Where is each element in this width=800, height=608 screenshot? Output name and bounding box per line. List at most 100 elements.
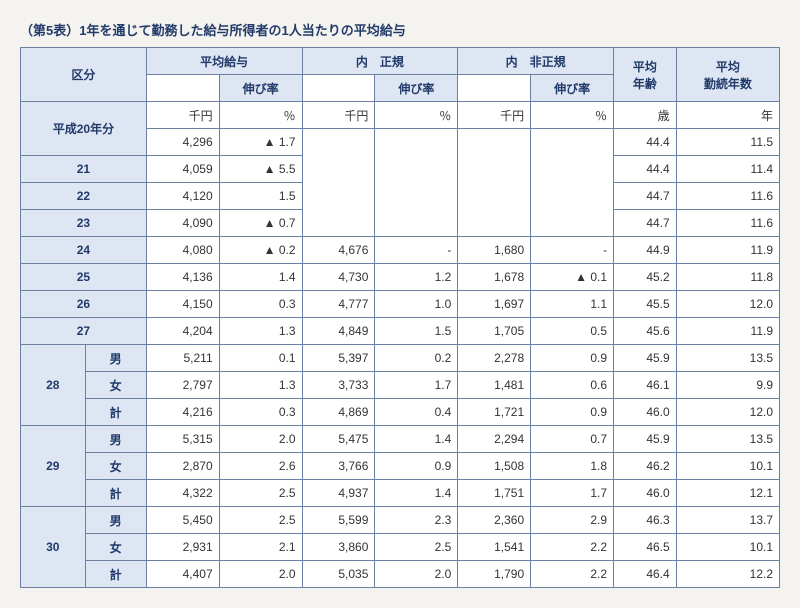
- cell-avg: 2,931: [146, 534, 219, 561]
- row-label-h20: 平成20年分: [21, 102, 147, 156]
- cell-age: 45.9: [614, 426, 677, 453]
- cell-age: 44.9: [614, 237, 677, 264]
- cell-years: 11.4: [676, 156, 779, 183]
- cell-age: 44.7: [614, 210, 677, 237]
- unit-sai: 歳: [614, 102, 677, 129]
- table-row: 計 4,216 0.3 4,869 0.4 1,721 0.9 46.0 12.…: [21, 399, 780, 426]
- cell-avg: 4,322: [146, 480, 219, 507]
- cell-avg: 4,136: [146, 264, 219, 291]
- cell-hiseiki-rate: 0.6: [531, 372, 614, 399]
- unit-percent: ％: [375, 102, 458, 129]
- cell-age: 45.2: [614, 264, 677, 291]
- row-label: 26: [21, 291, 147, 318]
- unit-percent: ％: [219, 102, 302, 129]
- row-label-total: 計: [85, 561, 146, 588]
- table-row: 25 4,136 1.4 4,730 1.2 1,678 ▲ 0.1 45.2 …: [21, 264, 780, 291]
- salary-table: 区分 平均給与 内 正規 内 非正規 平均 年齢 平均 勤続年数 伸び率 伸び率…: [20, 47, 780, 588]
- cell-age: 46.0: [614, 480, 677, 507]
- header-blank: [458, 75, 531, 102]
- cell-avg: 5,315: [146, 426, 219, 453]
- cell-seiki: 4,937: [302, 480, 375, 507]
- cell-avg: 5,450: [146, 507, 219, 534]
- cell-hiseiki: 1,680: [458, 237, 531, 264]
- cell-age: 46.3: [614, 507, 677, 534]
- cell-seiki-rate: 0.9: [375, 453, 458, 480]
- cell-seiki-rate: 2.0: [375, 561, 458, 588]
- cell-seiki-rate: 2.5: [375, 534, 458, 561]
- cell-years: 11.9: [676, 237, 779, 264]
- cell-hiseiki: [458, 129, 531, 237]
- cell-age: 45.9: [614, 345, 677, 372]
- cell-years: 11.5: [676, 129, 779, 156]
- cell-avg: 4,120: [146, 183, 219, 210]
- cell-seiki-rate: 2.3: [375, 507, 458, 534]
- cell-seiki-rate: 0.2: [375, 345, 458, 372]
- cell-years: 10.1: [676, 534, 779, 561]
- table-row: 30 男 5,450 2.5 5,599 2.3 2,360 2.9 46.3 …: [21, 507, 780, 534]
- cell-seiki-rate: 1.2: [375, 264, 458, 291]
- row-label: 29: [21, 426, 86, 507]
- header-blank: [302, 75, 375, 102]
- header-nobiritsu-1: 伸び率: [219, 75, 302, 102]
- cell-rate: 0.1: [219, 345, 302, 372]
- row-label-female: 女: [85, 372, 146, 399]
- cell-hiseiki: 1,678: [458, 264, 531, 291]
- cell-hiseiki: 1,790: [458, 561, 531, 588]
- row-label-male: 男: [85, 426, 146, 453]
- table-row: 計 4,407 2.0 5,035 2.0 1,790 2.2 46.4 12.…: [21, 561, 780, 588]
- unit-nen: 年: [676, 102, 779, 129]
- table-row: 女 2,797 1.3 3,733 1.7 1,481 0.6 46.1 9.9: [21, 372, 780, 399]
- cell-rate: 1.5: [219, 183, 302, 210]
- unit-senen: 千円: [302, 102, 375, 129]
- cell-years: 9.9: [676, 372, 779, 399]
- cell-hiseiki-rate: -: [531, 237, 614, 264]
- cell-avg: 5,211: [146, 345, 219, 372]
- cell-age: 46.5: [614, 534, 677, 561]
- cell-rate: 1.3: [219, 318, 302, 345]
- cell-avg: 4,407: [146, 561, 219, 588]
- table-title: （第5表）1年を通じて勤務した給与所得者の1人当たりの平均給与: [20, 20, 780, 39]
- table-row: 女 2,870 2.6 3,766 0.9 1,508 1.8 46.2 10.…: [21, 453, 780, 480]
- cell-years: 11.8: [676, 264, 779, 291]
- cell-seiki: 4,676: [302, 237, 375, 264]
- row-label-total: 計: [85, 480, 146, 507]
- cell-years: 12.1: [676, 480, 779, 507]
- cell-seiki-rate: 1.5: [375, 318, 458, 345]
- table-row: 女 2,931 2.1 3,860 2.5 1,541 2.2 46.5 10.…: [21, 534, 780, 561]
- table-row: 29 男 5,315 2.0 5,475 1.4 2,294 0.7 45.9 …: [21, 426, 780, 453]
- cell-seiki-rate: 1.0: [375, 291, 458, 318]
- cell-hiseiki: 1,721: [458, 399, 531, 426]
- cell-rate: ▲ 0.2: [219, 237, 302, 264]
- cell-age: 46.4: [614, 561, 677, 588]
- cell-years: 13.7: [676, 507, 779, 534]
- cell-seiki: 3,733: [302, 372, 375, 399]
- cell-rate: 0.3: [219, 291, 302, 318]
- cell-seiki: [302, 129, 375, 237]
- cell-hiseiki: 2,294: [458, 426, 531, 453]
- row-label-male: 男: [85, 507, 146, 534]
- cell-hiseiki: 2,360: [458, 507, 531, 534]
- cell-years: 12.0: [676, 399, 779, 426]
- header-heikin-kinzoku: 平均 勤続年数: [676, 48, 779, 102]
- table-row: 計 4,322 2.5 4,937 1.4 1,751 1.7 46.0 12.…: [21, 480, 780, 507]
- cell-rate: 2.0: [219, 561, 302, 588]
- cell-rate: 0.3: [219, 399, 302, 426]
- cell-hiseiki-rate: 0.7: [531, 426, 614, 453]
- cell-avg: 4,090: [146, 210, 219, 237]
- unit-senen: 千円: [458, 102, 531, 129]
- cell-years: 11.9: [676, 318, 779, 345]
- cell-seiki: 4,869: [302, 399, 375, 426]
- header-nobiritsu-2: 伸び率: [375, 75, 458, 102]
- cell-hiseiki-rate: 0.9: [531, 399, 614, 426]
- cell-avg: 2,797: [146, 372, 219, 399]
- cell-rate: ▲ 0.7: [219, 210, 302, 237]
- table-row: 27 4,204 1.3 4,849 1.5 1,705 0.5 45.6 11…: [21, 318, 780, 345]
- cell-age: 45.5: [614, 291, 677, 318]
- header-heikin-kyuyo: 平均給与: [146, 48, 302, 75]
- cell-hiseiki-rate: 0.9: [531, 345, 614, 372]
- cell-years: 11.6: [676, 210, 779, 237]
- unit-percent: ％: [531, 102, 614, 129]
- header-uchi-hiseiki: 内 非正規: [458, 48, 614, 75]
- cell-seiki-rate: 1.4: [375, 480, 458, 507]
- cell-seiki: 5,397: [302, 345, 375, 372]
